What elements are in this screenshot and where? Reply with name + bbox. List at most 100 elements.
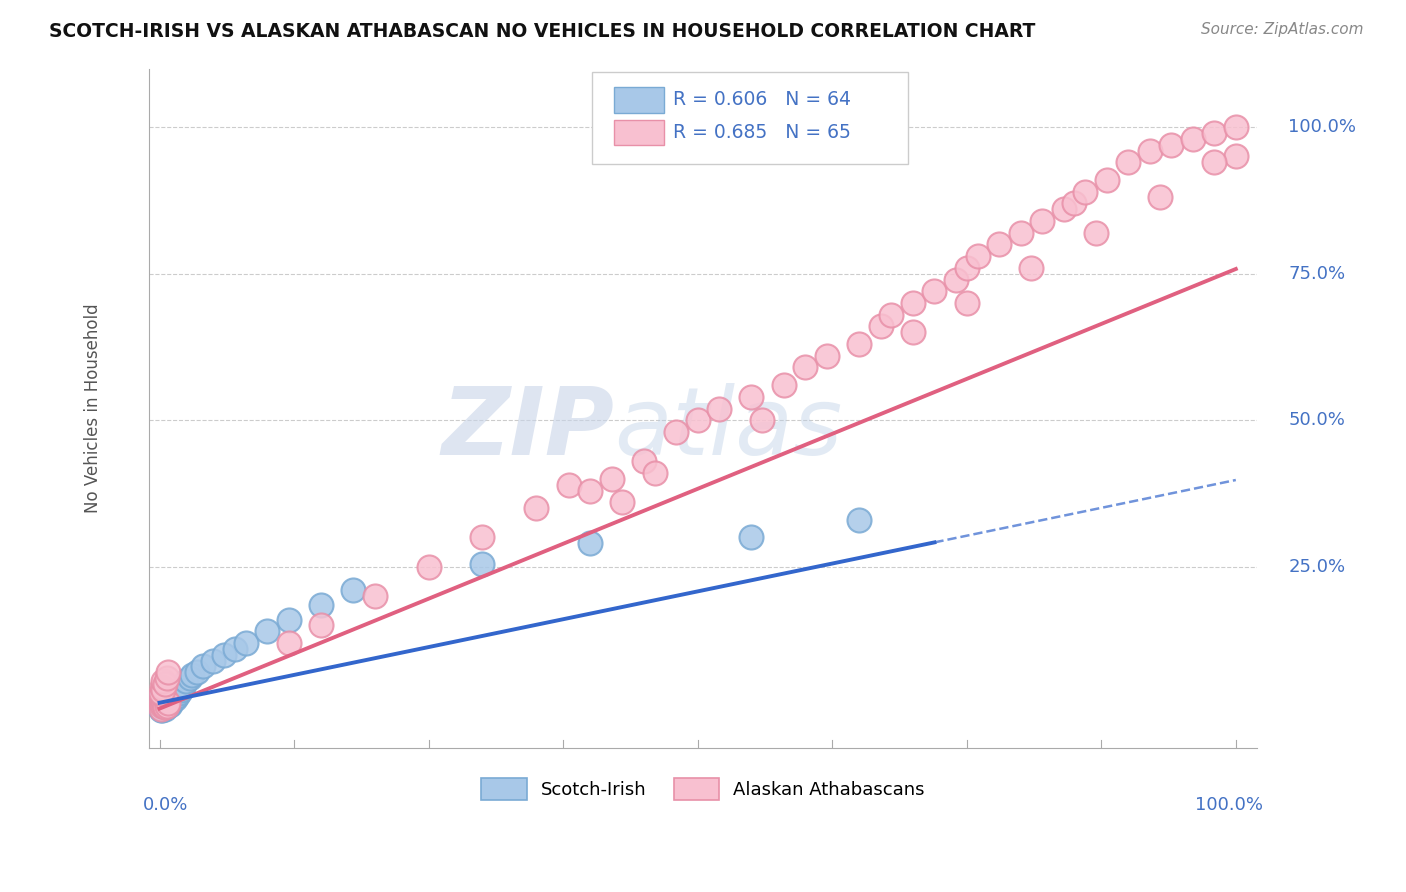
Text: 100.0%: 100.0% [1195,796,1263,814]
Text: 25.0%: 25.0% [1288,558,1346,575]
Point [155,700,177,714]
Point [1160,137,1182,152]
Point [157,696,180,710]
Point [277,613,299,627]
Point [1010,226,1032,240]
Point [152,698,174,712]
Point [956,260,979,275]
Point [901,296,924,310]
Point [149,695,172,709]
Point [212,648,235,662]
Point [153,693,176,707]
Point [149,693,172,707]
Text: 50.0%: 50.0% [1288,411,1346,429]
Point [150,693,173,707]
Point [471,557,494,571]
Point [966,249,988,263]
Point [740,390,762,404]
Point [869,319,891,334]
Point [277,636,299,650]
Point [156,699,179,714]
Point [149,690,172,704]
Point [309,618,332,632]
Point [191,659,214,673]
Point [600,472,623,486]
Point [157,698,180,712]
Point [159,691,181,706]
Point [153,677,176,691]
Point [848,337,870,351]
Text: 0.0%: 0.0% [143,796,188,814]
Point [155,695,177,709]
Point [152,698,174,712]
Point [1149,190,1171,204]
Point [1204,126,1226,140]
Bar [614,87,664,112]
Point [1063,196,1085,211]
Point [924,285,946,299]
Point [1139,144,1161,158]
Point [170,682,193,697]
Point [751,413,773,427]
Point [202,654,225,668]
Point [471,531,494,545]
Point [1095,173,1118,187]
Point [167,686,190,700]
Point [176,674,198,689]
Point [848,513,870,527]
Point [150,680,173,694]
Point [945,272,967,286]
Point [256,624,278,639]
Point [224,641,246,656]
Point [149,701,172,715]
Point [612,495,634,509]
Point [815,349,838,363]
Point [153,701,176,715]
Point [665,425,688,439]
FancyBboxPatch shape [592,72,908,164]
Text: No Vehicles in Household: No Vehicles in Household [84,303,103,513]
Point [149,686,172,700]
Point [162,691,184,706]
Point [149,695,172,709]
Point [149,703,172,717]
Point [149,701,172,715]
Point [235,636,257,650]
Point [155,693,177,707]
Legend: Scotch-Irish, Alaskan Athabascans: Scotch-Irish, Alaskan Athabascans [474,771,932,807]
Point [1031,214,1053,228]
Point [160,695,183,709]
Point [150,703,173,717]
Point [1021,260,1043,275]
Point [152,682,174,697]
Point [557,477,579,491]
Point [162,689,184,703]
Text: ZIP: ZIP [441,383,614,475]
Text: atlas: atlas [614,384,842,475]
Point [579,536,602,550]
Text: R = 0.606   N = 64: R = 0.606 N = 64 [673,90,851,110]
Point [153,695,176,709]
Point [152,693,174,707]
Point [179,671,201,685]
Point [165,686,187,700]
Point [156,699,179,714]
Point [152,696,174,710]
Text: Source: ZipAtlas.com: Source: ZipAtlas.com [1201,22,1364,37]
Point [172,680,194,694]
Text: SCOTCH-IRISH VS ALASKAN ATHABASCAN NO VEHICLES IN HOUSEHOLD CORRELATION CHART: SCOTCH-IRISH VS ALASKAN ATHABASCAN NO VE… [49,22,1036,41]
Point [1084,226,1107,240]
Point [988,237,1011,252]
Point [149,691,172,706]
Point [740,531,762,545]
Point [150,690,173,704]
Point [153,696,176,710]
Point [149,698,172,712]
Point [152,700,174,714]
Point [157,691,180,706]
Point [772,378,794,392]
Text: R = 0.685   N = 65: R = 0.685 N = 65 [673,123,851,142]
Point [709,401,731,416]
Point [157,691,180,706]
Point [1052,202,1074,217]
